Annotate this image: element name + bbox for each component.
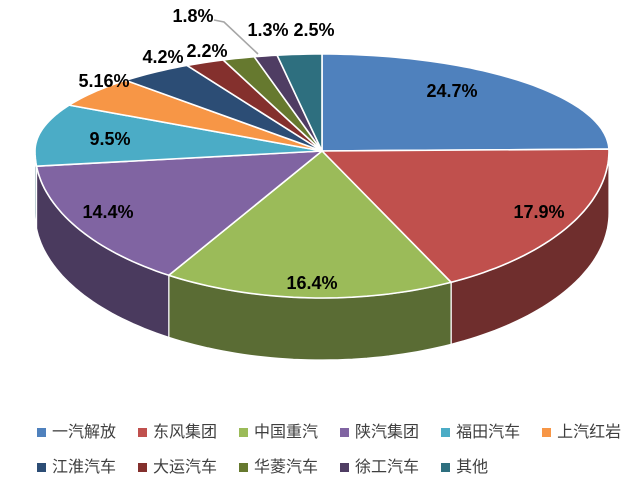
legend-swatch-icon bbox=[138, 462, 148, 472]
legend-swatch-icon bbox=[340, 428, 350, 438]
pie-label-徐工汽车: 1.3% bbox=[247, 20, 288, 40]
legend-item-福田汽车: 福田汽车 bbox=[441, 424, 520, 442]
legend-label: 福田汽车 bbox=[456, 424, 521, 441]
legend-item-其他: 其他 bbox=[441, 459, 488, 477]
pie-label-陕汽集团: 14.4% bbox=[82, 202, 133, 222]
pie-slice-江淮汽车 bbox=[124, 64, 323, 152]
pie-label-江淮汽车: 4.2% bbox=[142, 47, 183, 67]
pie-slice-福田汽车 bbox=[34, 104, 323, 167]
legend-label: 陕汽集团 bbox=[355, 424, 420, 441]
legend-row-2: 江淮汽车 大运汽车 华菱汽车 徐工汽车 其他 bbox=[37, 459, 643, 477]
pie-label-其他: 2.5% bbox=[293, 20, 334, 40]
leader-line-华菱汽车 bbox=[213, 19, 259, 55]
legend-item-大运汽车: 大运汽车 bbox=[138, 459, 217, 477]
pie-slice-其他 bbox=[276, 53, 323, 152]
legend-item-上汽红岩: 上汽红岩 bbox=[542, 424, 621, 442]
legend-label: 大运汽车 bbox=[153, 458, 218, 476]
legend-swatch-icon bbox=[239, 462, 249, 472]
pie-label-华菱汽车: 1.8% bbox=[172, 6, 213, 26]
pie-label-一汽解放: 24.7% bbox=[426, 81, 477, 101]
pie-slice-华菱汽车 bbox=[222, 55, 323, 152]
pie-label-中国重汽: 16.4% bbox=[286, 273, 337, 293]
legend-label: 东风集团 bbox=[153, 424, 218, 441]
legend-swatch-icon bbox=[441, 462, 451, 472]
pie-slice-中国重汽 bbox=[168, 150, 452, 299]
pie-slice-东风集团 bbox=[321, 148, 610, 284]
pie-slice-一汽解放 bbox=[321, 53, 610, 152]
pie-label-福田汽车: 9.5% bbox=[89, 129, 130, 149]
legend-item-陕汽集团: 陕汽集团 bbox=[340, 424, 419, 442]
pie-slice-上汽红岩 bbox=[68, 79, 323, 152]
legend-swatch-icon bbox=[37, 462, 46, 472]
legend-item-华菱汽车: 华菱汽车 bbox=[239, 459, 318, 477]
legend-label: 一汽解放 bbox=[52, 424, 117, 441]
legend-swatch-icon bbox=[138, 428, 148, 438]
legend-label: 其他 bbox=[456, 458, 489, 476]
legend-label: 江淮汽车 bbox=[52, 458, 117, 476]
pie-slice-大运汽车 bbox=[186, 59, 323, 152]
legend-label: 中国重汽 bbox=[254, 424, 319, 441]
pie-chart: 24.7% 17.9% 16.4% 14.4% 9.5% 5.16% 4.2% 2.2% 1.8… bbox=[34, 6, 610, 361]
legend-swatch-icon bbox=[340, 462, 350, 472]
legend-item-一汽解放: 一汽解放 bbox=[37, 424, 116, 442]
legend-item-中国重汽: 中国重汽 bbox=[239, 424, 318, 442]
legend: 一汽解放 东风集团 中国重汽 陕汽集团 福田汽车 上汽红岩江淮汽车 大运汽车 华菱汽车 徐工汽车… bbox=[0, 424, 643, 476]
legend-item-东风集团: 东风集团 bbox=[138, 424, 217, 442]
legend-item-徐工汽车: 徐工汽车 bbox=[340, 459, 419, 477]
legend-label: 徐工汽车 bbox=[355, 458, 420, 476]
pie-label-东风集团: 17.9% bbox=[513, 202, 564, 222]
legend-swatch-icon bbox=[37, 428, 46, 438]
legend-swatch-icon bbox=[239, 428, 249, 438]
legend-row-1: 一汽解放 东风集团 中国重汽 陕汽集团 福田汽车 上汽红岩 bbox=[37, 424, 643, 442]
legend-label: 上汽红岩 bbox=[557, 424, 622, 441]
legend-item-江淮汽车: 江淮汽车 bbox=[37, 459, 116, 477]
legend-label: 华菱汽车 bbox=[254, 458, 319, 476]
legend-swatch-icon bbox=[441, 428, 451, 438]
pie-label-上汽红岩: 5.16% bbox=[78, 71, 129, 91]
pie-slice-陕汽集团 bbox=[35, 150, 323, 277]
pie-label-大运汽车: 2.2% bbox=[186, 41, 227, 61]
legend-swatch-icon bbox=[542, 428, 552, 438]
